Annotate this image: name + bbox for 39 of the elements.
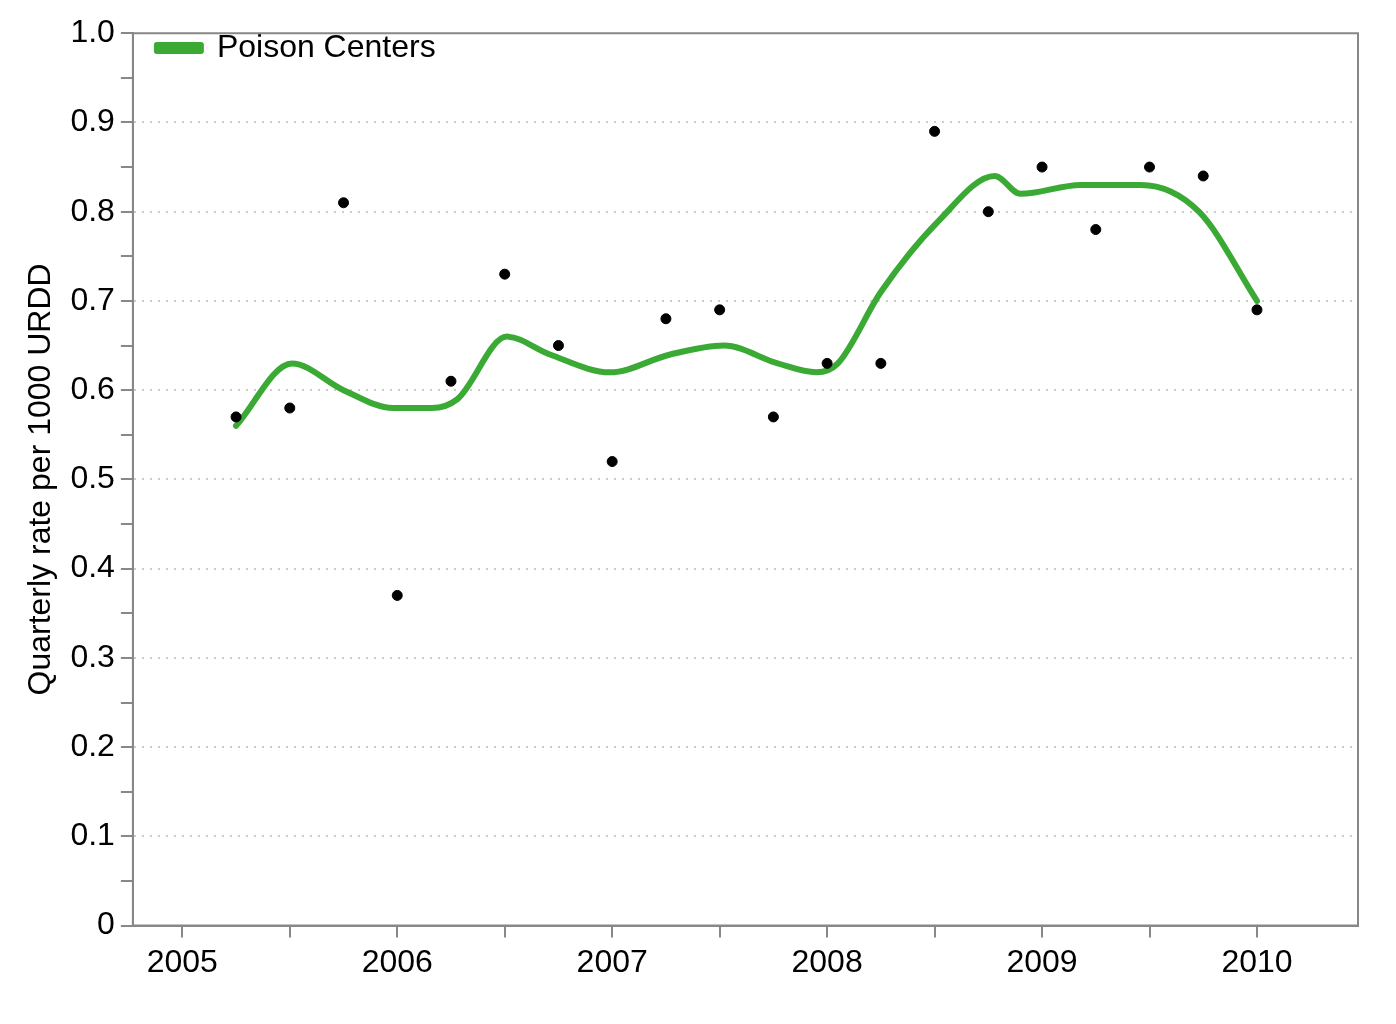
point xyxy=(1090,224,1102,236)
point xyxy=(875,357,887,369)
x-tick-label: 2008 xyxy=(791,942,863,979)
y-axis-title: Quarterly rate per 1000 URDD xyxy=(21,263,58,696)
point xyxy=(230,411,242,423)
x-tick-label: 2005 xyxy=(146,942,218,979)
point xyxy=(714,304,726,316)
point xyxy=(660,313,672,325)
point xyxy=(284,402,296,414)
y-tick-label: 0.9 xyxy=(70,102,115,139)
point xyxy=(1197,170,1209,182)
point xyxy=(552,340,564,352)
y-tick-label: 0 xyxy=(97,905,115,942)
point xyxy=(499,268,511,280)
y-tick-label: 0.6 xyxy=(70,369,115,406)
y-tick-label: 1.0 xyxy=(70,13,115,50)
point xyxy=(391,589,403,601)
point xyxy=(767,411,779,423)
point xyxy=(821,357,833,369)
y-tick-label: 0.1 xyxy=(70,816,115,853)
x-tick-label: 2006 xyxy=(361,942,433,979)
y-tick-label: 0.8 xyxy=(70,191,115,228)
point xyxy=(338,197,350,209)
y-tick-label: 0.7 xyxy=(70,280,115,317)
point xyxy=(1251,304,1263,316)
point xyxy=(982,206,994,218)
legend-label: Poison Centers xyxy=(216,27,436,64)
point xyxy=(1144,161,1156,173)
x-tick-label: 2007 xyxy=(576,942,648,979)
y-tick-label: 0.3 xyxy=(70,637,115,674)
x-tick-label: 2010 xyxy=(1221,942,1293,979)
x-tick-label: 2009 xyxy=(1006,942,1078,979)
y-tick-label: 0.4 xyxy=(70,548,115,585)
point xyxy=(929,125,941,137)
point xyxy=(606,456,618,468)
point xyxy=(445,375,457,387)
point xyxy=(1036,161,1048,173)
y-tick-label: 0.2 xyxy=(70,726,115,763)
y-tick-label: 0.5 xyxy=(70,459,115,496)
